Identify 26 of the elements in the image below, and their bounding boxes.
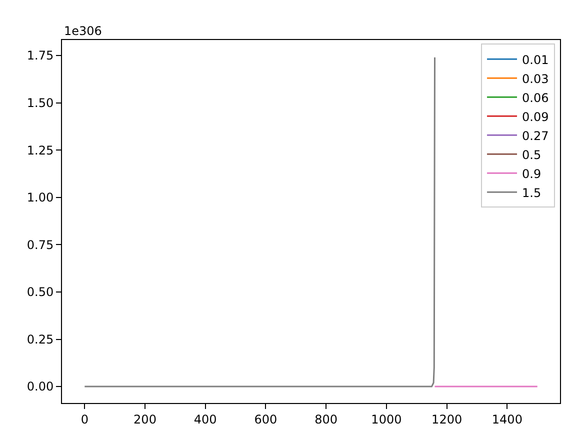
y-tick-label: 1.50	[26, 96, 54, 110]
x-tick-label: 800	[314, 412, 338, 426]
legend-label: 0.27	[522, 128, 549, 143]
y-tick-label: 1.75	[26, 48, 54, 63]
legend-label: 0.9	[522, 166, 542, 181]
y-tick-label: 0.25	[26, 332, 54, 346]
legend-label: 0.09	[522, 110, 549, 124]
legend-label: 0.01	[522, 52, 549, 67]
x-tick-label: 1400	[492, 412, 522, 426]
y-tick-label: 0.00	[26, 380, 54, 394]
text: 1e306	[64, 24, 102, 38]
legend-label: 0.5	[522, 148, 542, 162]
y-tick-label: 0.50	[26, 285, 54, 300]
legend-label: 1.5	[522, 186, 542, 200]
y-tick-label: 1.25	[26, 143, 54, 158]
y-tick-label: 1.00	[26, 190, 54, 205]
x-tick-label: 200	[134, 412, 156, 426]
legend-label: 0.06	[522, 90, 549, 105]
legend-label: 0.03	[522, 72, 549, 86]
x-tick-label: 400	[194, 412, 217, 426]
x-tick-label: 1000	[371, 412, 402, 426]
x-tick-label: 1200	[432, 412, 462, 426]
y-tick-label: 0.75	[26, 238, 54, 252]
line-series	[84, 56, 436, 388]
x-tick-label: 600	[254, 412, 278, 426]
x-tick-label: 0	[80, 412, 88, 426]
